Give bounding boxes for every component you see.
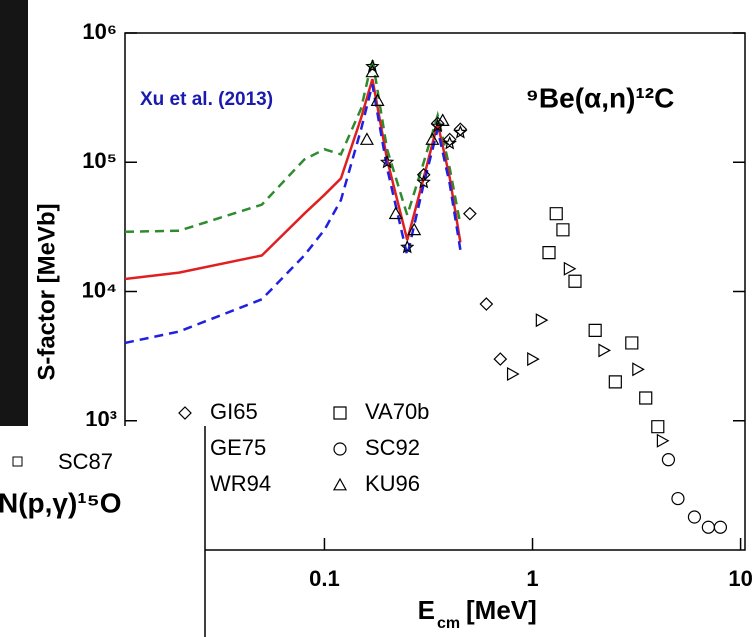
- data-point: [370, 93, 385, 106]
- inset-legend-marker: [12, 456, 23, 467]
- data-point: [549, 207, 563, 221]
- legend-label: VA70b: [365, 399, 429, 424]
- data-point: [365, 58, 380, 73]
- legend: GI65 VA70b GE75 SC92 WR94 KU96: [177, 399, 429, 496]
- data-point: [563, 261, 577, 276]
- inset-title: N(p,γ)¹⁵O: [0, 487, 122, 518]
- x-axis-label-sub: cm: [437, 615, 460, 632]
- data-point: [687, 510, 702, 524]
- legend-label: SC92: [365, 435, 420, 460]
- model-curve: [124, 58, 462, 233]
- data-point: [493, 352, 508, 366]
- data-point: [359, 132, 374, 145]
- data-point: [442, 135, 457, 150]
- data-point: [479, 297, 494, 311]
- data-point: [598, 343, 612, 358]
- model-curve: [124, 78, 462, 281]
- data-point: [435, 113, 450, 127]
- data-point: [425, 132, 440, 145]
- legend-label: GI65: [210, 399, 258, 424]
- data-point: [527, 352, 540, 367]
- data-point: [639, 391, 653, 405]
- data-point: [506, 366, 520, 382]
- inset-legend-label: SC87: [58, 449, 113, 474]
- data-point: [556, 223, 570, 237]
- data-point: [416, 174, 431, 189]
- data-point: [671, 491, 685, 506]
- legend-marker: [178, 406, 192, 420]
- annotation: Xu et al. (2013): [140, 89, 273, 110]
- data-point: [535, 313, 549, 328]
- inset-background: [0, 426, 205, 637]
- data-point: [632, 362, 645, 377]
- data-point: [463, 206, 477, 221]
- data-point: [661, 453, 676, 467]
- legend-marker: [333, 406, 347, 420]
- data-point: [430, 118, 445, 133]
- data-point: [416, 167, 431, 182]
- data-point: [625, 336, 639, 350]
- chart-title: ⁹Be(α,n)¹²C: [526, 82, 675, 113]
- data-point: [608, 375, 622, 389]
- x-tick-label: 10: [728, 566, 752, 591]
- data-point: [365, 64, 380, 78]
- data-point: [407, 222, 422, 236]
- legend-marker: [332, 477, 348, 491]
- legend-label: WR94: [210, 471, 271, 496]
- data-point: [713, 520, 728, 534]
- data-point: [588, 323, 602, 338]
- inset-panel: SC87 N(p,γ)¹⁵O: [0, 426, 206, 637]
- data-point: [388, 206, 403, 220]
- legend-label: KU96: [365, 471, 420, 496]
- data-point: [379, 154, 395, 169]
- data-point: [400, 239, 415, 254]
- data-point: [651, 420, 665, 434]
- y-tick-label: 10⁶: [82, 19, 117, 44]
- x-tick-label: 1: [526, 566, 538, 591]
- y-axis-label: S-factor [MeVb]: [33, 203, 60, 380]
- x-axis-label-unit: [MeV]: [466, 595, 537, 625]
- x-tick-label: 0.1: [309, 566, 340, 591]
- data-point: [453, 124, 468, 139]
- y-tick-label: 10⁴: [82, 277, 117, 302]
- model-curve: [124, 84, 462, 345]
- data-point: [568, 274, 582, 288]
- y-tick-label: 10⁵: [82, 148, 117, 173]
- data-point: [656, 433, 670, 448]
- x-axis-label: E: [418, 595, 435, 625]
- legend-marker: [333, 442, 347, 456]
- data-point: [542, 245, 556, 260]
- legend-label: GE75: [210, 435, 266, 460]
